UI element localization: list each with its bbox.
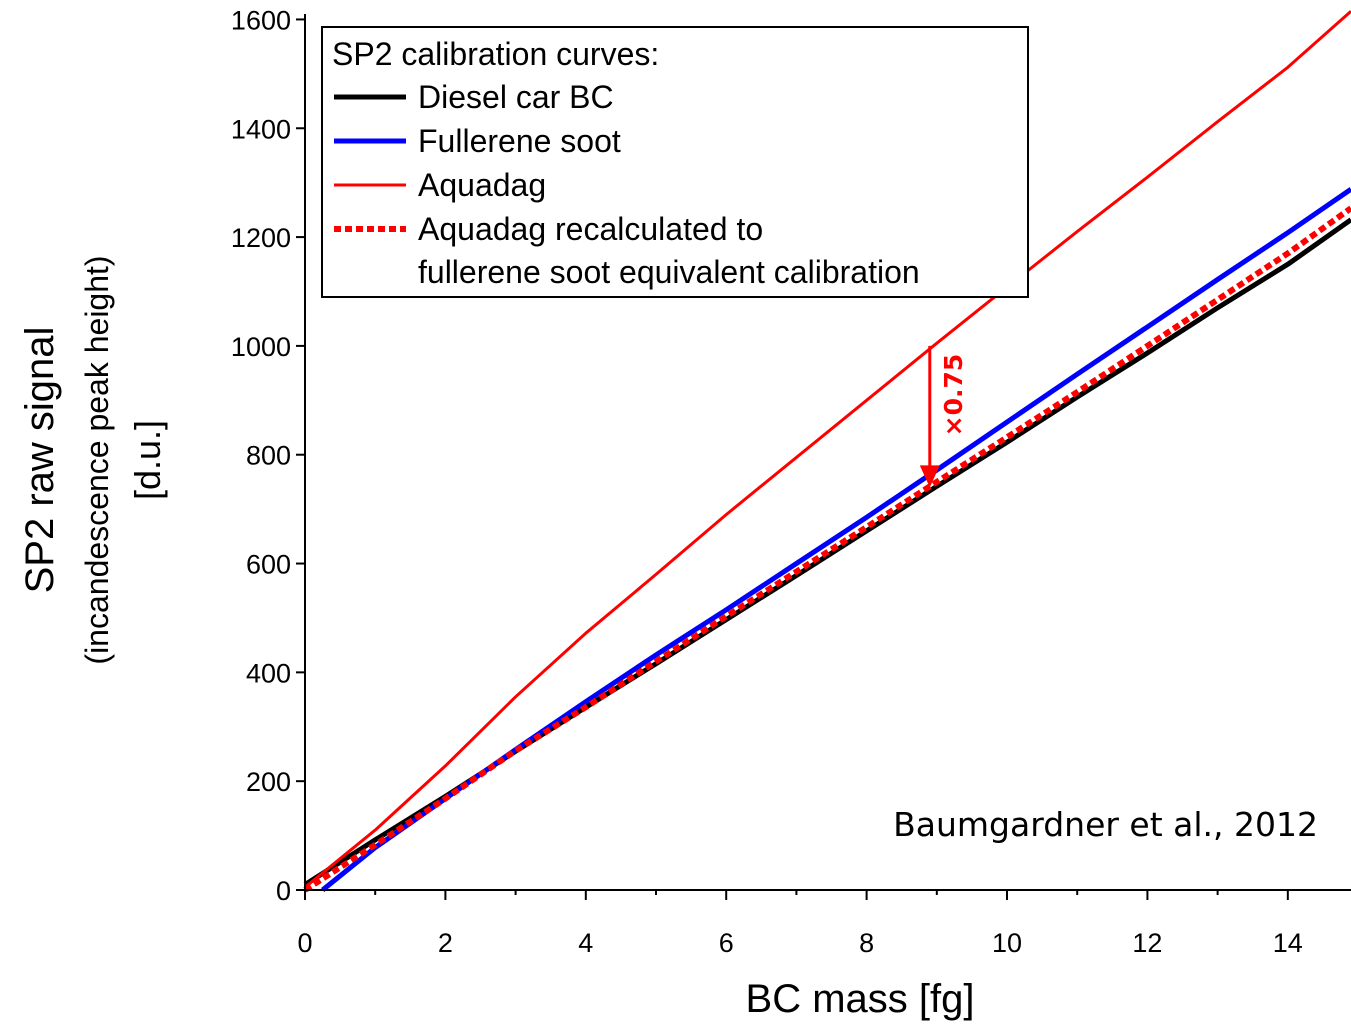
x-tick-label: 2 xyxy=(438,928,453,958)
y-tick-label: 1000 xyxy=(231,332,291,362)
y-axis-title-line3: [d.u.] xyxy=(127,420,168,500)
legend: SP2 calibration curves: Diesel car BC Fu… xyxy=(321,26,1029,298)
series-line-2 xyxy=(304,10,1351,889)
x-tick-label: 6 xyxy=(719,928,734,958)
y-tick-label: 1400 xyxy=(231,114,291,144)
legend-label-aquadag-recalculated-line2: fullerene soot equivalent calibration xyxy=(418,254,920,290)
scale-factor-label: ×0.75 xyxy=(939,354,968,437)
series-line-3 xyxy=(303,205,1351,893)
legend-box xyxy=(321,26,1029,298)
series-layer xyxy=(303,10,1351,893)
x-tick-label: 14 xyxy=(1273,928,1303,958)
x-axis-title: BC mass [fg] xyxy=(746,977,975,1021)
y-tick-label: 0 xyxy=(276,876,291,906)
y-tick-label: 400 xyxy=(246,658,291,688)
arrow-head xyxy=(919,465,940,488)
legend-title: SP2 calibration curves: xyxy=(332,36,659,72)
x-tick-label: 10 xyxy=(992,928,1022,958)
x-tick-label: 12 xyxy=(1132,928,1162,958)
x-ticks: 0 2 4 6 8 10 12 14 xyxy=(297,890,1303,958)
y-ticks: 0 200 400 600 800 1000 1200 1400 1600 xyxy=(231,5,305,906)
legend-label-aquadag-recalculated-line1: Aquadag recalculated to xyxy=(418,211,763,247)
y-tick-label: 1600 xyxy=(231,5,291,35)
y-tick-label: 800 xyxy=(246,441,291,471)
y-axis-title: SP2 raw signal (incandescence peak heigh… xyxy=(18,255,168,664)
y-tick-label: 600 xyxy=(246,550,291,580)
y-axis-title-line1: SP2 raw signal xyxy=(18,327,62,594)
scale-factor-arrow: ×0.75 xyxy=(919,345,968,488)
y-tick-label: 1200 xyxy=(231,223,291,253)
x-tick-label: 8 xyxy=(859,928,874,958)
legend-label-aquadag: Aquadag xyxy=(418,167,546,203)
x-tick-label: 4 xyxy=(578,928,593,958)
legend-label-diesel: Diesel car BC xyxy=(418,79,614,115)
legend-label-fullerene: Fullerene soot xyxy=(418,123,621,159)
y-axis-title-line2: (incandescence peak height) xyxy=(79,255,115,664)
y-tick-label: 200 xyxy=(246,767,291,797)
x-tick-label: 0 xyxy=(297,928,312,958)
citation-note: Baumgardner et al., 2012 xyxy=(893,805,1318,844)
